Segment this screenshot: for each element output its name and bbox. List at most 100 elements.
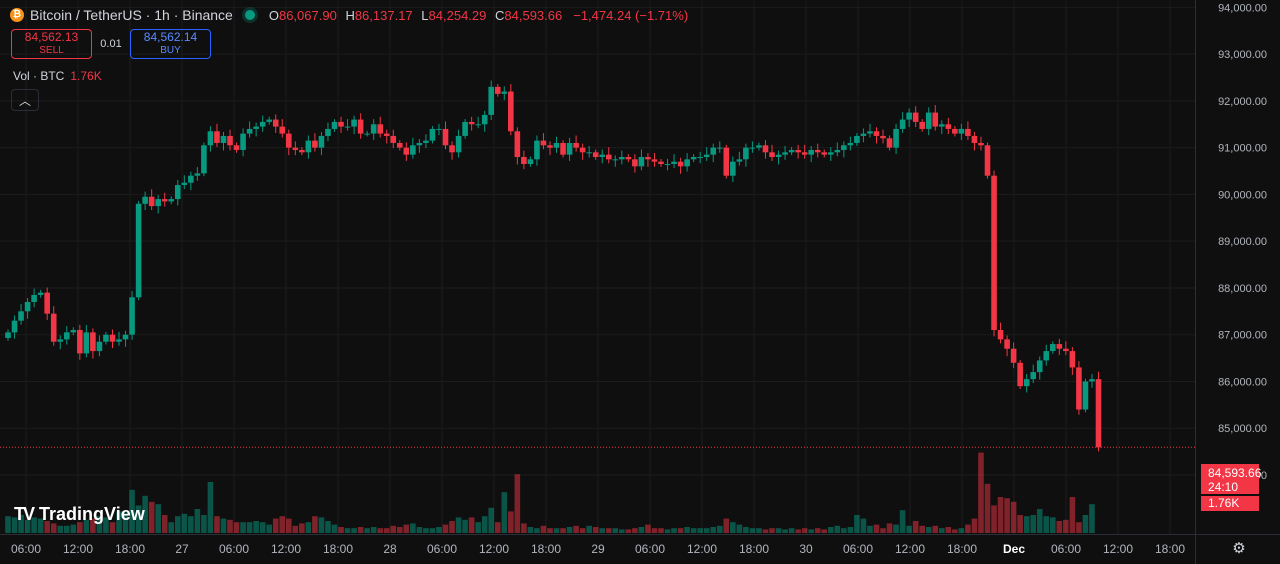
volume-bar — [494, 522, 501, 533]
sell-price: 84,562.13 — [24, 30, 79, 44]
volume-bar — [272, 518, 279, 533]
market-status-icon[interactable] — [244, 10, 255, 20]
buy-button[interactable]: 84,562.14 BUY — [130, 29, 211, 59]
volume-bar — [129, 489, 135, 533]
volume-bar — [240, 522, 246, 533]
candle-body — [318, 135, 325, 148]
high-value: 86,137.17 — [354, 7, 413, 23]
volume-bar — [481, 516, 488, 533]
candle-body — [174, 185, 181, 200]
volume-bar — [893, 524, 899, 533]
volume-bar — [403, 524, 410, 533]
tradingview-logo[interactable]: TV TradingView — [14, 504, 145, 525]
candle-body — [90, 332, 96, 352]
volume-bar — [1030, 515, 1037, 533]
candle-body — [651, 159, 658, 162]
volume-bar — [318, 517, 325, 533]
volume-bar — [814, 528, 821, 533]
candle-body — [1063, 348, 1069, 352]
volume-bar — [534, 528, 540, 533]
volume-bar — [5, 516, 11, 533]
x-tick-label: 30 — [799, 542, 813, 556]
candle-body — [5, 332, 11, 338]
ohlc-values: O86,067.90 H86,137.17 L84,254.29 C84,593… — [269, 8, 567, 23]
volume-bar — [573, 525, 579, 533]
candle-body — [142, 196, 148, 204]
x-tick-label: 18:00 — [115, 542, 145, 556]
low-value: 84,254.29 — [428, 7, 487, 23]
candle-body — [1010, 348, 1017, 363]
collapse-legend-button[interactable]: ︿ — [11, 89, 39, 111]
candle-body — [494, 86, 501, 94]
volume-bar — [547, 528, 553, 533]
candle-body — [83, 332, 90, 354]
candle-body — [18, 311, 24, 321]
volume-bar — [795, 529, 801, 533]
candle-body — [919, 121, 925, 129]
candle-body — [997, 330, 1004, 340]
candle-body — [96, 341, 103, 352]
x-tick-label: 06:00 — [843, 542, 873, 556]
candle-body — [534, 140, 540, 160]
candle-body — [932, 112, 939, 127]
sell-button[interactable]: 84,562.13 SELL — [11, 29, 92, 59]
close-value: 84,593.66 — [504, 7, 563, 23]
volume-bar — [619, 529, 625, 533]
volume-bar — [390, 525, 397, 533]
candle-body — [266, 119, 272, 122]
x-tick-label: 18:00 — [323, 542, 353, 556]
volume-bar — [31, 517, 37, 533]
candle-body — [246, 128, 253, 134]
volume-bar — [83, 519, 90, 533]
symbol-title[interactable]: Bitcoin / TetherUS · 1h · Binance — [30, 7, 233, 23]
candle-body — [370, 124, 377, 134]
candle-body — [1076, 367, 1082, 410]
volume-bar — [671, 528, 677, 533]
volume-price-label: 1.76K — [1201, 496, 1259, 511]
candle-body — [214, 131, 220, 143]
volume-bar — [906, 525, 912, 533]
candle-body — [880, 135, 886, 139]
volume-bar — [723, 518, 730, 533]
volume-bar — [299, 523, 305, 533]
volume-bar — [194, 509, 201, 533]
x-tick-label: 12:00 — [479, 542, 509, 556]
volume-bar — [364, 528, 370, 533]
x-tick-label: Dec — [1003, 542, 1025, 556]
volume-bar — [703, 528, 710, 533]
y-tick-label: 86,000.00 — [1218, 376, 1267, 388]
volume-bar — [860, 518, 867, 533]
volume-bar — [690, 528, 697, 533]
candle-body — [632, 159, 638, 167]
volume-legend[interactable]: Vol · BTC 1.76K — [13, 69, 102, 83]
y-tick-label: 87,000.00 — [1218, 330, 1267, 342]
candle-body — [514, 131, 521, 157]
volume-bar — [834, 525, 841, 533]
volume-bar — [952, 529, 958, 533]
volume-bar — [612, 528, 619, 533]
volume-bar — [37, 518, 44, 533]
candle-body — [220, 135, 227, 143]
volume-bar — [351, 528, 357, 533]
volume-bar — [1089, 504, 1095, 533]
y-tick-label: 88,000.00 — [1218, 283, 1267, 295]
candle-body — [991, 175, 997, 331]
symbol-legend: ₿ Bitcoin / TetherUS · 1h · Binance O86,… — [10, 5, 688, 25]
volume-bar — [991, 505, 997, 533]
y-tick-label: 92,000.00 — [1218, 96, 1267, 108]
volume-bar — [174, 516, 181, 533]
x-tick-label: 06:00 — [427, 542, 457, 556]
x-tick-label: 18:00 — [1155, 542, 1185, 556]
candle-body — [710, 147, 717, 155]
candle-body — [103, 334, 109, 342]
candle-body — [436, 128, 442, 130]
gear-icon[interactable]: ⚙ — [1232, 540, 1246, 557]
volume-bar — [292, 525, 299, 533]
low-label: L — [421, 7, 429, 23]
volume-bar — [50, 523, 57, 533]
candle-body — [285, 133, 292, 148]
candle-body — [527, 159, 534, 165]
last-price-label: 84,593.66 24:10 — [1201, 464, 1261, 494]
